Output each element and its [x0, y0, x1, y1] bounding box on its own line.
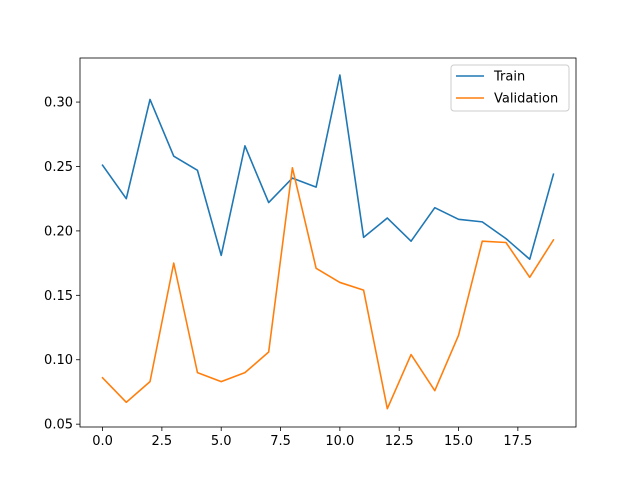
x-tick-label: 0.0	[92, 434, 113, 449]
x-tick-label: 7.5	[270, 434, 291, 449]
x-tick-label: 10.0	[325, 434, 354, 449]
x-tick-label: 17.5	[503, 434, 532, 449]
y-tick-label: 0.30	[44, 96, 73, 111]
x-tick-label: 12.5	[385, 434, 414, 449]
series-line-validation	[103, 168, 554, 409]
y-tick-label: 0.25	[44, 160, 73, 175]
x-tick-label: 2.5	[152, 434, 173, 449]
y-tick-label: 0.20	[44, 224, 73, 239]
legend-label-validation: Validation	[494, 92, 558, 107]
plot-lines	[103, 75, 554, 409]
y-tick-label: 0.05	[44, 418, 73, 433]
x-tick-label: 15.0	[444, 434, 473, 449]
y-tick-label: 0.15	[44, 289, 73, 304]
legend: Train Validation	[451, 65, 569, 111]
x-axis: 0.0 2.5 5.0 7.5 10.0 12.5 15.0 17.5	[92, 427, 532, 449]
legend-label-train: Train	[493, 70, 525, 85]
x-tick-label: 5.0	[211, 434, 232, 449]
y-tick-label: 0.10	[44, 353, 73, 368]
y-axis: 0.05 0.10 0.15 0.20 0.25 0.30	[44, 96, 80, 433]
